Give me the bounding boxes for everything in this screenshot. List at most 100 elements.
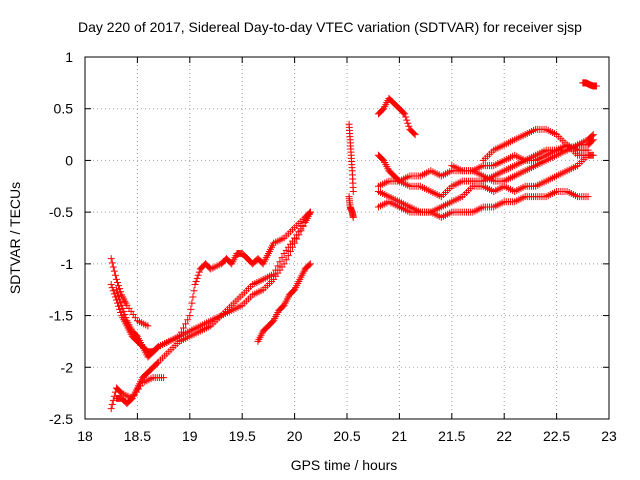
data-point <box>588 132 596 140</box>
data-point <box>188 299 196 307</box>
series-track-o <box>448 131 597 185</box>
data-point <box>109 287 117 295</box>
data-point <box>270 270 278 278</box>
y-tick-labels: 1 0.5 0 -0.5 -1 -1.5 -2 -2.5 <box>49 49 73 427</box>
data-point <box>110 392 118 400</box>
data-point <box>411 131 419 139</box>
data-point <box>160 374 168 382</box>
data-point <box>116 305 124 313</box>
data-point <box>121 311 129 319</box>
x-tick-labels: 18 18.5 19 19.5 20 20.5 21 21.5 22 22.5 23 <box>77 428 617 444</box>
series-track-c <box>112 208 314 407</box>
data-point <box>403 116 411 124</box>
data-point <box>112 296 120 304</box>
axis-ticks <box>84 56 610 420</box>
data-point <box>107 281 115 289</box>
data-point <box>410 130 418 138</box>
data-point <box>193 274 201 282</box>
data-point <box>589 131 597 139</box>
data-point <box>191 281 199 289</box>
data-point <box>305 261 313 269</box>
y-tick-label: -2 <box>61 359 74 375</box>
data-point <box>144 322 152 330</box>
data-point <box>113 278 121 286</box>
data-point <box>122 314 130 322</box>
data-point <box>306 260 314 268</box>
data-point <box>110 267 118 275</box>
data-point <box>180 324 188 332</box>
data-point <box>284 252 292 260</box>
data-point <box>194 271 202 279</box>
data-point <box>280 260 288 268</box>
data-point <box>195 268 203 276</box>
data-point <box>182 320 190 328</box>
y-tick-label: 0.5 <box>54 101 74 117</box>
x-tick-label: 20.5 <box>333 428 360 444</box>
y-tick-label: -1.5 <box>49 308 73 324</box>
data-point <box>112 275 120 283</box>
series-track-k <box>374 141 597 201</box>
data-point <box>110 290 118 298</box>
data-point <box>107 255 115 263</box>
y-axis-title: SDTVAR / TECUs <box>7 182 23 294</box>
y-tick-label: 1 <box>65 49 73 65</box>
series-track-i <box>374 94 419 139</box>
data-points <box>107 79 600 413</box>
data-point <box>109 263 117 271</box>
series-track-d <box>107 374 168 413</box>
data-point <box>117 298 125 306</box>
x-tick-label: 18.5 <box>124 428 151 444</box>
data-point <box>177 328 185 336</box>
data-point <box>349 213 357 221</box>
series-track-m <box>374 187 592 221</box>
grid-layer <box>84 56 610 420</box>
data-point <box>405 122 413 130</box>
data-point <box>108 284 116 292</box>
data-point <box>278 254 286 262</box>
data-point <box>592 82 600 90</box>
series-track-b <box>112 208 314 361</box>
x-tick-label: 21 <box>392 428 408 444</box>
data-point <box>349 187 357 195</box>
data-point <box>111 293 119 301</box>
data-point <box>190 287 198 295</box>
data-point <box>108 259 116 267</box>
data-point <box>402 113 410 121</box>
y-tick-label: 0 <box>65 152 73 168</box>
data-point <box>276 258 284 266</box>
data-point <box>120 307 128 315</box>
data-point <box>119 304 127 312</box>
data-point <box>186 312 194 320</box>
data-point <box>115 302 123 310</box>
x-tick-label: 18 <box>77 428 93 444</box>
data-point <box>584 193 592 201</box>
data-point <box>117 288 125 296</box>
data-point <box>112 286 120 294</box>
data-point <box>113 299 121 307</box>
series-track-a <box>107 208 314 356</box>
data-point <box>404 119 412 127</box>
data-point <box>286 247 294 255</box>
series-track-h <box>345 193 357 221</box>
data-point <box>192 277 200 285</box>
x-tick-label: 22 <box>496 428 512 444</box>
x-tick-label: 19.5 <box>229 428 256 444</box>
data-point <box>109 396 117 404</box>
data-point <box>111 271 119 279</box>
data-point <box>584 146 592 154</box>
x-axis-title: GPS time / hours <box>291 457 398 473</box>
data-point <box>401 110 409 118</box>
data-point <box>184 316 192 324</box>
series-track-e <box>254 260 314 345</box>
data-point <box>115 282 123 290</box>
y-tick-label: -1 <box>61 256 74 272</box>
x-tick-label: 19 <box>182 428 198 444</box>
series-track-p <box>479 125 592 164</box>
series-track-n <box>579 79 600 90</box>
data-point <box>282 256 290 264</box>
data-point <box>108 401 116 409</box>
data-point <box>189 293 197 301</box>
data-point <box>272 266 280 274</box>
data-point <box>117 308 125 316</box>
